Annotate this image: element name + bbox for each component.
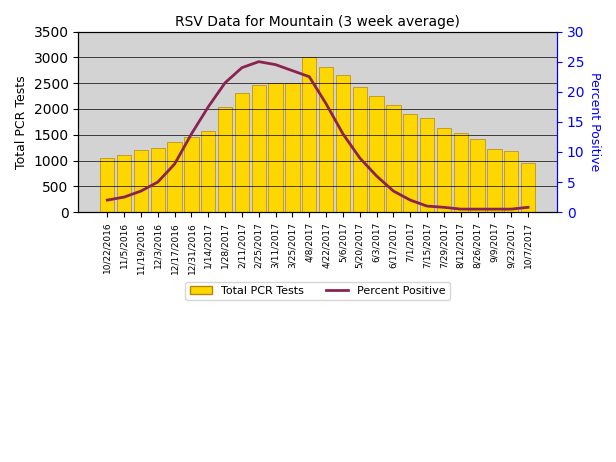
Title: RSV Data for Mountain (3 week average): RSV Data for Mountain (3 week average)	[176, 15, 460, 29]
Bar	[100, 158, 115, 212]
Bar	[251, 85, 266, 212]
Bar	[201, 131, 216, 212]
Bar	[370, 96, 384, 212]
Y-axis label: Total PCR Tests: Total PCR Tests	[15, 75, 28, 169]
Bar	[151, 148, 165, 212]
Bar	[487, 149, 501, 212]
Bar	[184, 137, 198, 212]
Bar	[168, 142, 182, 212]
Bar	[319, 67, 333, 212]
Bar	[453, 133, 468, 212]
Bar	[285, 83, 299, 212]
Bar	[134, 150, 148, 212]
Bar	[218, 107, 232, 212]
Bar	[521, 163, 535, 212]
Bar	[471, 139, 485, 212]
Bar	[117, 155, 131, 212]
Bar	[302, 57, 317, 212]
Bar	[336, 75, 350, 212]
Bar	[269, 83, 283, 212]
Bar	[352, 87, 367, 212]
Bar	[235, 93, 249, 212]
Legend: Total PCR Tests, Percent Positive: Total PCR Tests, Percent Positive	[185, 281, 450, 300]
Bar	[386, 105, 400, 212]
Bar	[437, 128, 451, 212]
Bar	[403, 114, 418, 212]
Y-axis label: Percent Positive: Percent Positive	[588, 72, 601, 171]
Bar	[420, 118, 434, 212]
Bar	[504, 151, 519, 212]
